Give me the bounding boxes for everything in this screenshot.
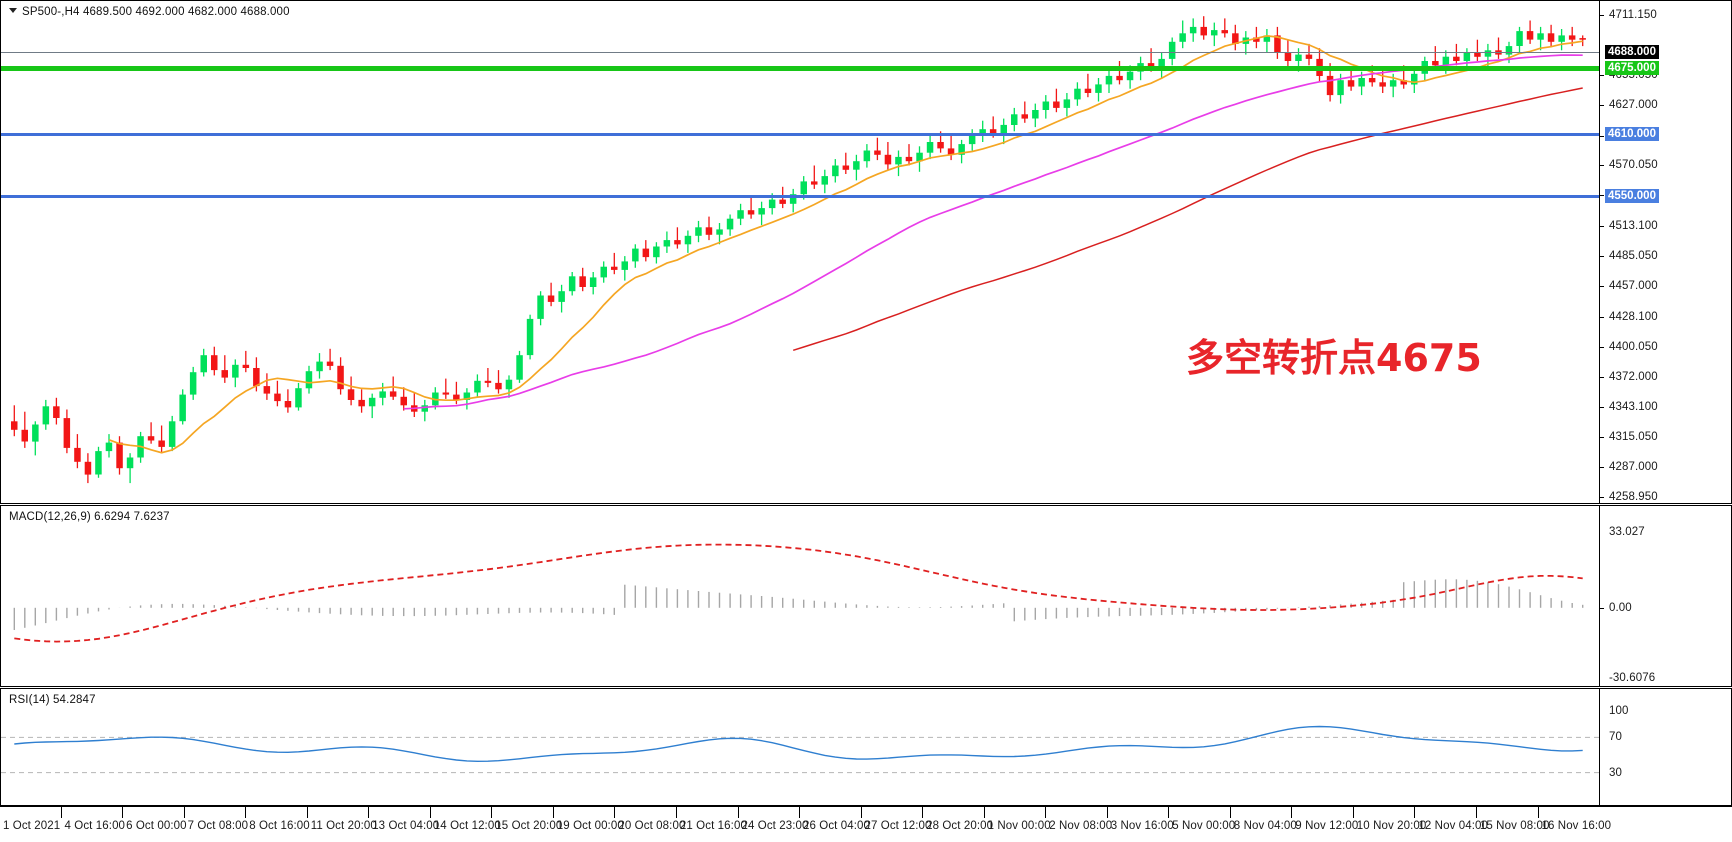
time-axis-label: 4 Oct 16:00 bbox=[60, 807, 126, 832]
time-axis-label: 12 Nov 04:00 bbox=[1414, 807, 1489, 832]
time-axis-label: 13 Oct 04:00 bbox=[368, 807, 440, 832]
time-axis-label: 26 Oct 04:00 bbox=[798, 807, 871, 832]
resistance-line-4675[interactable] bbox=[1, 65, 1599, 71]
price-axis-tick: 4570.050 bbox=[1600, 159, 1658, 171]
time-axis-label: 20 Oct 08:00 bbox=[614, 807, 686, 832]
price-canvas bbox=[11, 16, 1586, 484]
price-axis-tick: 4457.000 bbox=[1600, 280, 1658, 292]
time-axis-label: 7 Oct 08:00 bbox=[183, 807, 249, 832]
price-badge[interactable]: 4550.000 bbox=[1605, 189, 1659, 203]
rsi-canvas bbox=[1, 725, 1601, 774]
time-axis-label: 2 Nov 08:00 bbox=[1045, 807, 1113, 832]
rsi-axis-tick: 30 bbox=[1609, 766, 1622, 779]
macd-axis-tick: -30.6076 bbox=[1609, 672, 1656, 684]
support-line-4610[interactable] bbox=[1, 132, 1599, 136]
time-axis-label: 15 Oct 20:00 bbox=[491, 807, 563, 832]
price-axis-tick: 4258.950 bbox=[1600, 491, 1658, 503]
price-axis-tick: 4372.000 bbox=[1600, 371, 1658, 383]
time-axis-label: 28 Oct 20:00 bbox=[922, 807, 994, 832]
time-axis-label: 19 Oct 00:00 bbox=[552, 807, 624, 832]
time-axis-label: 8 Nov 04:00 bbox=[1229, 807, 1297, 832]
macd-axis[interactable]: 33.027 0.00 -30.6076 bbox=[1599, 506, 1731, 686]
chart-annotation: 多空转折点4675 bbox=[1186, 336, 1482, 380]
rsi-axis-tick: 70 bbox=[1609, 731, 1622, 744]
price-axis-tick: 4287.000 bbox=[1600, 461, 1658, 473]
price-axis-tick: 4627.000 bbox=[1600, 99, 1658, 111]
macd-pane[interactable]: 33.027 0.00 -30.6076 MACD(12,26,9) 6.6294 … bbox=[0, 505, 1732, 687]
price-badge[interactable]: 4675.000 bbox=[1605, 61, 1659, 75]
time-axis-label: 8 Oct 16:00 bbox=[245, 807, 310, 832]
time-axis-label: 1 Oct 2021 bbox=[3, 820, 61, 832]
symbol-header: SP500-,H4 4689.500 4692.000 4682.000 468… bbox=[9, 6, 290, 18]
price-axis-tick: 4513.100 bbox=[1600, 220, 1658, 232]
price-axis-tick: 4343.100 bbox=[1600, 401, 1658, 413]
time-axis-label: 10 Nov 20:00 bbox=[1352, 807, 1427, 832]
macd-axis-tick: 0.00 bbox=[1600, 602, 1632, 614]
time-axis-label: 16 Nov 16:00 bbox=[1537, 807, 1612, 832]
price-plot-area[interactable]: 多空转折点4675 bbox=[1, 1, 1731, 503]
macd-label: MACD(12,26,9) 6.6294 7.6237 bbox=[9, 511, 170, 523]
rsi-plot-area[interactable] bbox=[1, 689, 1731, 805]
time-axis-label: 27 Oct 12:00 bbox=[860, 807, 932, 832]
price-axis-tick: 4428.100 bbox=[1600, 311, 1658, 323]
triangle-down-icon[interactable] bbox=[9, 8, 17, 14]
symbol-header-text: SP500-,H4 4689.500 4692.000 4682.000 468… bbox=[22, 6, 290, 18]
price-axis-tick: 4315.050 bbox=[1600, 431, 1658, 443]
price-axis-tick: 4485.050 bbox=[1600, 250, 1658, 262]
time-axis-label: 1 Nov 00:00 bbox=[983, 807, 1051, 832]
macd-plot-area[interactable] bbox=[1, 506, 1731, 686]
time-axis-label: 11 Oct 20:00 bbox=[306, 807, 377, 832]
macd-canvas bbox=[13, 543, 1584, 643]
time-axis-label: 21 Oct 16:00 bbox=[675, 807, 747, 832]
time-axis-label: 5 Nov 00:00 bbox=[1168, 807, 1236, 832]
price-axis-tick: 4400.050 bbox=[1600, 341, 1658, 353]
price-pane[interactable]: 多空转折点4675 4711.1504655.0504627.0004598.1… bbox=[0, 0, 1732, 504]
rsi-axis-tick: 100 bbox=[1609, 705, 1629, 717]
rsi-axis[interactable]: 100 70 30 bbox=[1599, 689, 1731, 805]
rsi-pane[interactable]: 100 70 30 RSI(14) 54.2847 bbox=[0, 688, 1732, 806]
time-axis[interactable]: 1 Oct 2021 4 Oct 16:00 6 Oct 00:00 7 Oct 08… bbox=[0, 806, 1732, 842]
rsi-label: RSI(14) 54.2847 bbox=[9, 694, 96, 706]
time-axis-label: 3 Nov 16:00 bbox=[1106, 807, 1174, 832]
time-axis-label: 15 Nov 08:00 bbox=[1475, 807, 1550, 832]
price-axis[interactable]: 4711.1504655.0504627.0004598.1004570.050… bbox=[1599, 1, 1731, 503]
price-badge[interactable]: 4610.000 bbox=[1605, 127, 1659, 141]
time-axis-label: 6 Oct 00:00 bbox=[122, 807, 187, 832]
current-price-line[interactable] bbox=[1, 51, 1599, 53]
macd-axis-tick: 33.027 bbox=[1609, 526, 1645, 538]
time-axis-label: 14 Oct 12:00 bbox=[429, 807, 501, 832]
support-line-4550[interactable] bbox=[1, 194, 1599, 198]
price-badge[interactable]: 4688.000 bbox=[1605, 45, 1659, 59]
time-axis-label: 24 Oct 23:00 bbox=[737, 807, 809, 832]
price-axis-tick: 4711.150 bbox=[1600, 9, 1657, 21]
time-axis-label: 9 Nov 12:00 bbox=[1291, 807, 1359, 832]
